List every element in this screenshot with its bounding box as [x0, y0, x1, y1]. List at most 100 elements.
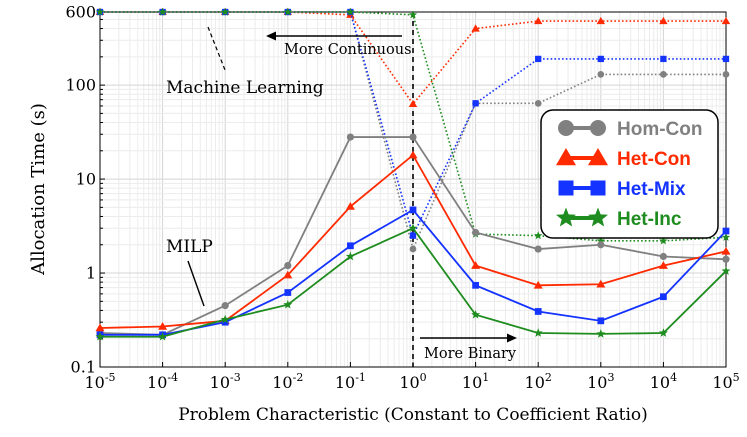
point-het-inc-ml — [659, 236, 668, 245]
legend-item-hom-con: Hom-Con — [558, 119, 702, 140]
point-het-con-ml — [471, 24, 480, 32]
point-het-con-milp — [721, 246, 731, 255]
point-het-mix-milp — [284, 289, 292, 296]
more-continuous-label: More Continuous — [284, 42, 412, 58]
point-het-inc-milp — [471, 310, 481, 319]
series-het-inc-milp — [95, 223, 731, 341]
legend-marker-left-het-con — [556, 148, 576, 166]
point-het-inc-milp — [158, 332, 168, 341]
point-het-con-ml — [596, 16, 605, 25]
point-het-inc-milp — [721, 266, 731, 275]
legend-label-het-inc: Het-Inc — [617, 209, 682, 230]
point-het-con-milp — [283, 270, 293, 279]
point-het-mix-ml — [660, 55, 667, 63]
x-tick-label: 103 — [587, 371, 614, 392]
x-tick-label: 101 — [462, 371, 489, 392]
y-tick-label: 1 — [86, 264, 96, 283]
point-hom-con-ml — [409, 245, 417, 253]
right-arrow-head — [507, 333, 517, 343]
point-hom-con-milp — [534, 245, 542, 253]
point-het-inc-ml — [534, 231, 543, 240]
point-het-inc-milp — [345, 251, 355, 261]
x-tick-label: 10-5 — [84, 371, 115, 392]
point-het-con-milp — [533, 280, 543, 289]
machine-learning-pointer — [207, 26, 226, 71]
point-het-con-ml — [408, 99, 418, 107]
legend-marker-right-het-inc — [588, 207, 608, 227]
legend-box — [540, 109, 719, 239]
point-het-mix-milp — [472, 281, 479, 289]
point-het-mix-ml — [472, 100, 479, 107]
point-hom-con-milp — [409, 133, 417, 141]
more-binary-label: More Binary — [424, 346, 517, 362]
point-het-inc-milp — [95, 332, 105, 341]
legend-marker-left-het-inc — [556, 207, 576, 227]
point-hom-con-milp — [597, 241, 605, 249]
annotation-more-binary: More Binary — [420, 333, 517, 362]
x-tick-label: 10-1 — [335, 371, 366, 392]
legend-item-het-con: Het-Con — [556, 148, 691, 170]
point-het-mix-ml — [597, 55, 604, 63]
legend-item-het-mix: Het-Mix — [558, 179, 686, 200]
point-het-inc-ml — [721, 232, 731, 241]
left-arrow-head — [266, 31, 276, 41]
point-het-inc-ml — [408, 10, 418, 19]
y-tick-label: 600 — [65, 3, 96, 22]
x-tick-label: 10-2 — [272, 371, 303, 392]
y-tick-label: 0.1 — [71, 358, 96, 377]
legend-marker-right-het-mix — [590, 180, 606, 196]
legend-label-het-mix: Het-Mix — [617, 179, 686, 200]
point-het-mix-ml — [535, 55, 542, 63]
point-het-mix-milp — [409, 206, 417, 214]
point-het-con-milp — [158, 321, 168, 330]
point-het-con-ml — [534, 16, 543, 25]
point-hom-con-milp — [346, 133, 354, 141]
point-het-inc-milp — [658, 328, 668, 337]
point-hom-con-milp — [284, 261, 292, 270]
point-het-mix-milp — [660, 293, 667, 301]
legend-marker-right-hom-con — [590, 120, 606, 136]
y-tick-label: 10 — [76, 170, 96, 189]
point-het-mix-milp — [221, 318, 229, 326]
point-het-inc-ml — [283, 7, 292, 16]
series-het-mix-milp — [96, 206, 730, 339]
legend-item-het-inc: Het-Inc — [556, 207, 682, 230]
machine-learning-label: Machine Learning — [166, 78, 324, 98]
point-het-con-ml — [721, 16, 731, 25]
point-het-mix-ml — [722, 55, 730, 63]
milp-pointer — [187, 260, 205, 307]
milp-label: MILP — [166, 237, 213, 257]
point-hom-con-ml — [660, 71, 667, 78]
point-het-inc-ml — [596, 236, 605, 245]
point-het-mix-ml — [409, 232, 417, 239]
point-het-con-milp — [345, 202, 355, 210]
x-tick-label: 10-3 — [210, 371, 241, 392]
annotation-milp: MILP — [166, 237, 213, 307]
point-hom-con-ml — [534, 99, 542, 107]
annotation-machine-learning: Machine Learning — [166, 26, 324, 98]
point-hom-con-milp — [221, 302, 229, 310]
annotation-more-continuous: More Continuous — [266, 31, 412, 58]
point-het-con-milp — [95, 323, 105, 332]
point-het-inc-milp — [408, 223, 418, 233]
legend-items: Hom-Con Het-Con Het-Mix Het-Inc — [556, 119, 702, 230]
point-het-inc-ml — [158, 7, 167, 16]
x-axis-label: Problem Characteristic (Constant to Coef… — [178, 405, 648, 425]
point-hom-con-milp — [722, 255, 730, 263]
point-het-inc-milp — [533, 328, 543, 337]
legend-label-hom-con: Hom-Con — [617, 119, 702, 140]
point-het-con-ml — [659, 16, 668, 25]
point-het-inc-milp — [283, 300, 293, 309]
ticks-layer: 10-5 10-4 10-3 10-2 10-1 100 101 102 103 104 1050.… — [65, 3, 739, 393]
point-het-inc-ml — [95, 7, 105, 16]
legend-label-het-con: Het-Con — [617, 149, 691, 170]
x-tick-label: 10-4 — [147, 371, 178, 392]
point-het-inc-ml — [221, 7, 230, 16]
point-het-mix-milp — [347, 242, 354, 250]
point-het-mix-milp — [597, 317, 605, 325]
y-axis-label: Allocation Time (s) — [28, 103, 49, 276]
y-tick-label: 100 — [65, 76, 96, 95]
point-het-con-milp — [658, 261, 668, 269]
point-het-inc-milp — [220, 314, 230, 324]
